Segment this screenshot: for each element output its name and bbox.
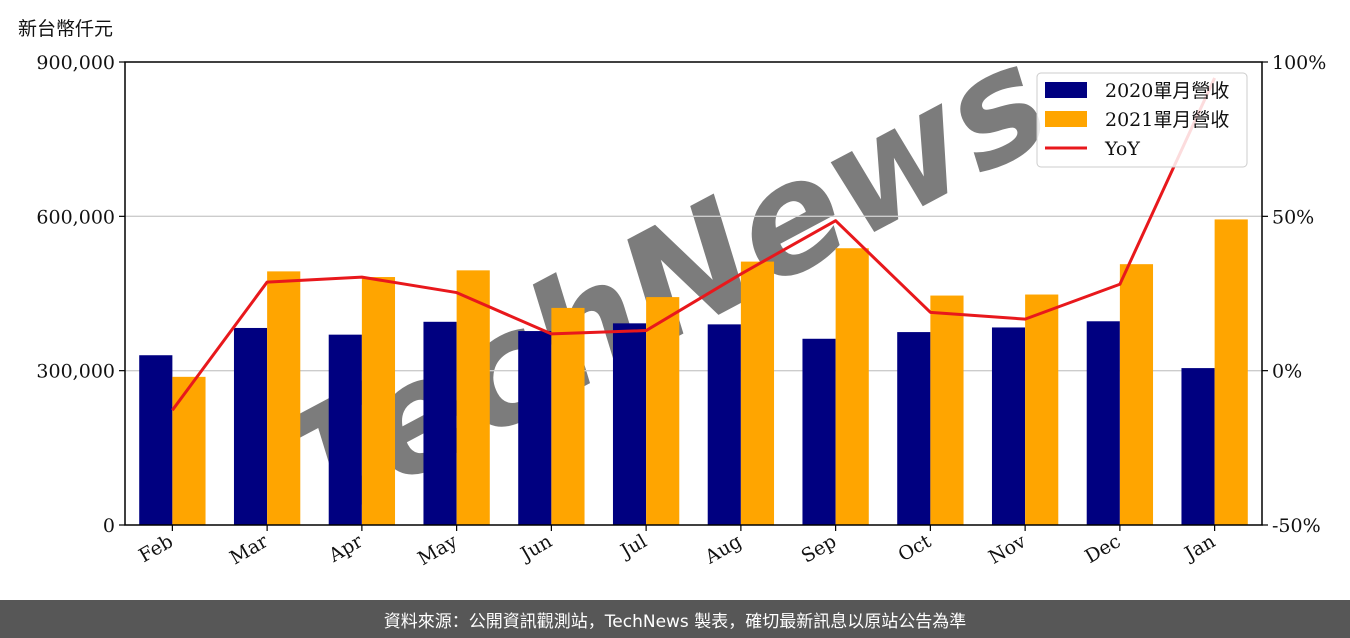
x-tick-label-may: May [414, 530, 461, 570]
bar-2020-mar [233, 327, 268, 525]
legend-entry-2020-swatch [1045, 82, 1087, 98]
x-tick-label-jul: Jul [615, 530, 650, 563]
legend-entry-2021-swatch [1045, 111, 1087, 127]
legend-entry-2020-label: 2020單月營收 [1105, 80, 1229, 102]
bar-2020-apr [328, 334, 362, 525]
legend-box [1036, 72, 1248, 168]
legend: 2020單月營收 2021單月營收 YoY [1036, 72, 1248, 168]
bar-2021-may [456, 270, 490, 525]
yoy-line [171, 77, 1216, 412]
bar-2020-sep [802, 338, 836, 525]
bar-2020-may [423, 321, 457, 525]
bar-2021-sep [835, 248, 869, 525]
y-tick-label: 600,000 [36, 206, 115, 228]
x-tick-label-jan: Jan [1179, 530, 1219, 566]
bar-2021-mar [267, 271, 301, 525]
bar-2020-jan [1181, 368, 1215, 525]
legend-entry-yoy-label: YoY [1104, 138, 1140, 160]
bar-2020-jun [518, 331, 552, 525]
bar-2020-feb [139, 355, 173, 525]
bar-2020-aug [707, 324, 741, 525]
bar-2020-nov [991, 327, 1026, 525]
x-tick-label-mar: Mar [226, 530, 272, 569]
x-tick-label-sep: Sep [798, 530, 841, 567]
x-tick-label-jun: Jun [515, 530, 556, 566]
y2-tick-label: 0% [1272, 361, 1302, 383]
x-tick-label-dec: Dec [1081, 530, 1124, 568]
source-footer-text: 資料來源：公開資訊觀測站，TechNews 製表，確切最新訊息以原站公告為準 [383, 611, 967, 632]
bar-2021-jun [551, 307, 585, 525]
bar-2021-jul [646, 297, 680, 525]
bar-2020-jul [612, 323, 647, 525]
x-tick-label-feb: Feb [135, 530, 177, 567]
y-axis-unit-label: 新台幣仟元 [18, 18, 114, 40]
bar-2021-oct [930, 295, 964, 525]
bar-2021-jan [1214, 219, 1248, 526]
y2-tick-label: -50% [1272, 515, 1321, 537]
x-tick-label-aug: Aug [700, 530, 745, 569]
legend-entry-2021-label: 2021單月營收 [1105, 109, 1229, 131]
bar-2020-oct [897, 332, 931, 525]
x-tick-label-oct: Oct [895, 530, 936, 566]
x-tick-label-nov: Nov [985, 530, 1030, 569]
y-tick-label: 300,000 [36, 361, 115, 383]
y2-tick-label: 100% [1272, 52, 1326, 74]
bar-2021-feb [172, 376, 206, 525]
y2-tick-label: 50% [1272, 206, 1314, 228]
bar-2021-nov [1025, 294, 1059, 525]
bar-2021-aug [740, 261, 775, 525]
bar-2021-dec [1119, 264, 1154, 525]
bar-2021-apr [361, 277, 396, 525]
y-tick-label: 900,000 [36, 52, 115, 74]
plot-frame [124, 61, 1263, 526]
source-footer: 資料來源：公開資訊觀測站，TechNews 製表，確切最新訊息以原站公告為準 [0, 600, 1350, 638]
y-tick-label: 0 [103, 515, 115, 537]
bar-2020-dec [1086, 321, 1120, 525]
revenue-chart: TechNews0300,000600,000900,000-50%0%50%1… [36, 12, 1326, 570]
